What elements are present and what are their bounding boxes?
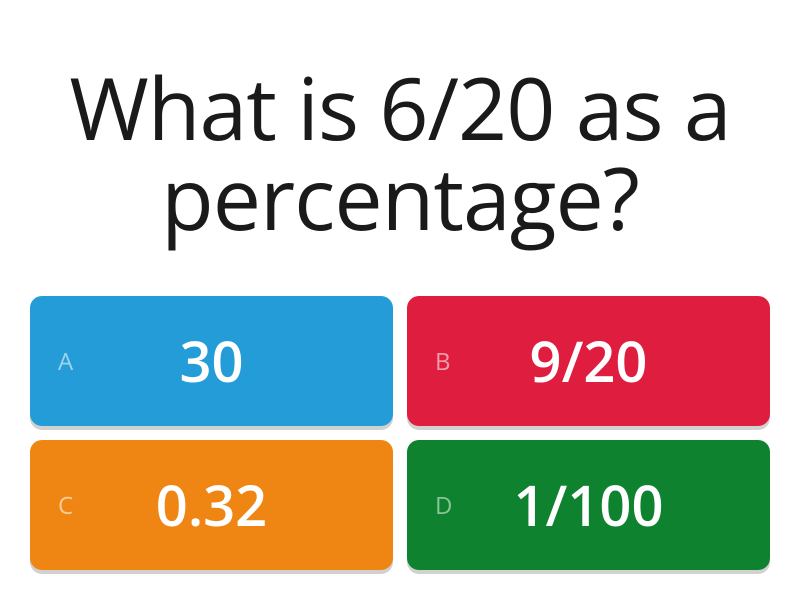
answer-letter-a: A: [58, 345, 73, 378]
question-text: What is 6/20 as a percentage?: [40, 63, 760, 244]
answer-value-b: 9/20: [435, 323, 742, 399]
answer-value-d: 1/100: [435, 467, 742, 543]
answer-letter-b: B: [435, 345, 451, 378]
answer-letter-c: C: [58, 489, 73, 522]
answer-option-d[interactable]: D 1/100: [407, 440, 770, 570]
answer-value-c: 0.32: [58, 467, 365, 543]
answer-value-a: 30: [58, 323, 365, 399]
answers-grid: A 30 B 9/20 C 0.32 D 1/100: [0, 296, 800, 600]
answer-option-a[interactable]: A 30: [30, 296, 393, 426]
answer-option-c[interactable]: C 0.32: [30, 440, 393, 570]
question-area: What is 6/20 as a percentage?: [0, 0, 800, 296]
answer-letter-d: D: [435, 489, 452, 522]
answer-option-b[interactable]: B 9/20: [407, 296, 770, 426]
